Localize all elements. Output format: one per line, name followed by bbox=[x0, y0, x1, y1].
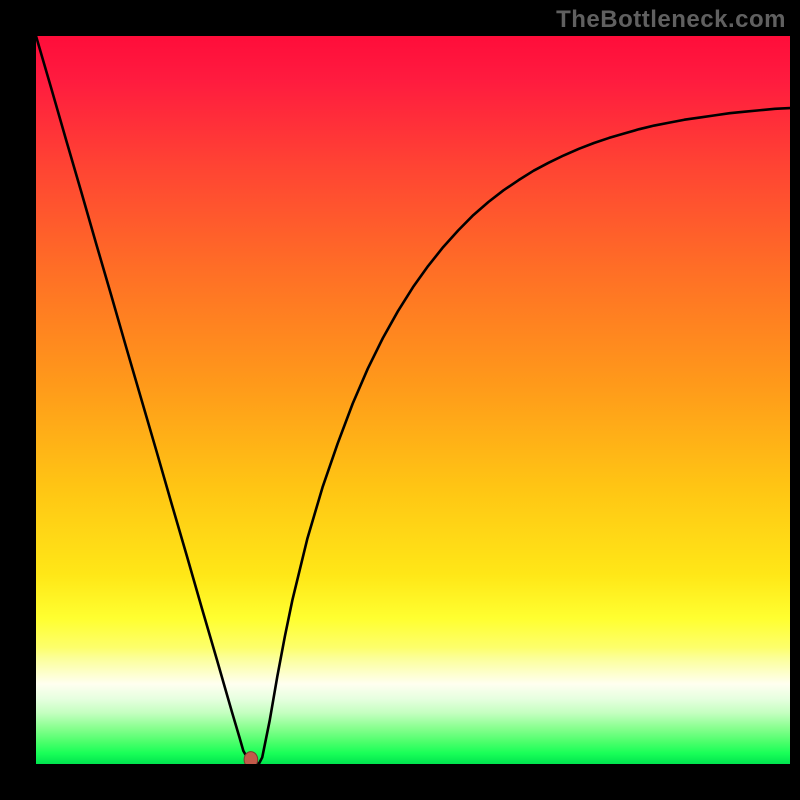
plot-area bbox=[36, 36, 790, 764]
figure-root: TheBottleneck.com bbox=[0, 0, 800, 800]
gradient-background bbox=[36, 36, 790, 764]
watermark-text: TheBottleneck.com bbox=[556, 6, 786, 34]
